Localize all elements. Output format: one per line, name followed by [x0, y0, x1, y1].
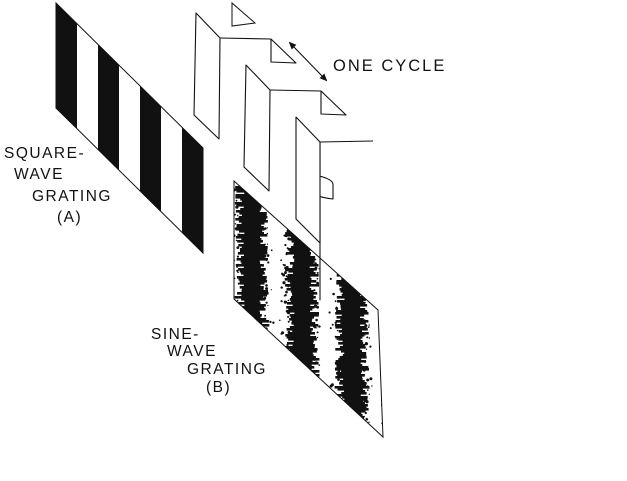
svg-text:(A): (A): [57, 209, 82, 226]
svg-text:WAVE: WAVE: [167, 343, 217, 360]
svg-text:SINE-: SINE-: [151, 326, 200, 343]
svg-text:GRATING: GRATING: [32, 188, 112, 205]
svg-text:(B): (B): [206, 379, 231, 396]
svg-text:WAVE: WAVE: [14, 166, 64, 183]
svg-text:SQUARE-: SQUARE-: [4, 145, 85, 162]
svg-text:GRATING: GRATING: [187, 361, 267, 378]
svg-text:ONE CYCLE: ONE CYCLE: [333, 57, 446, 75]
